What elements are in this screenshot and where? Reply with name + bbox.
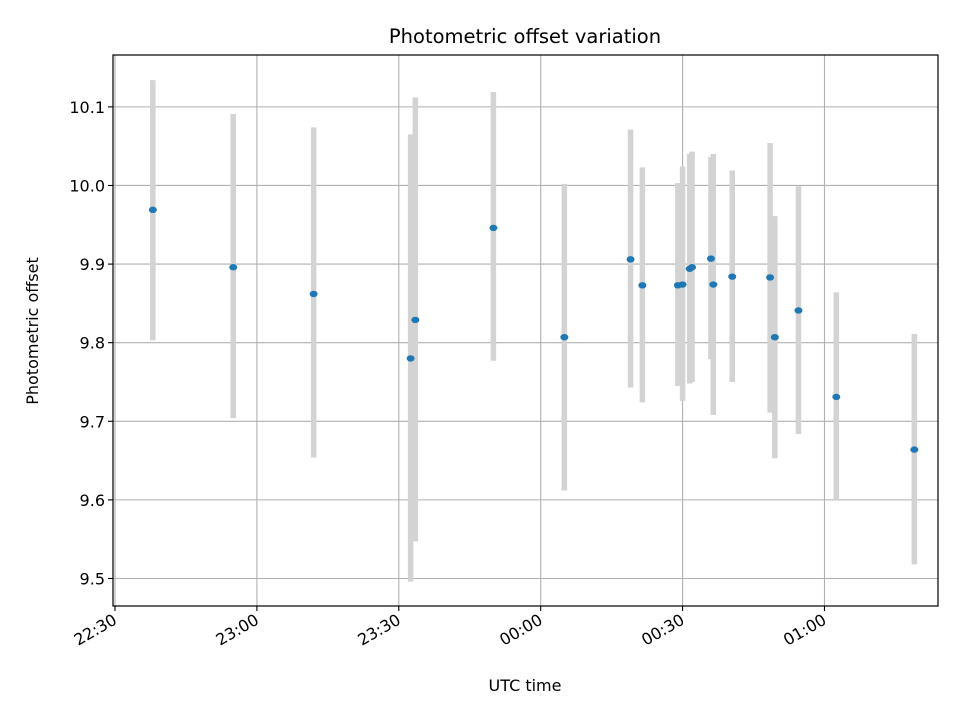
data-point: [678, 281, 687, 288]
data-point: [411, 316, 420, 324]
data-point: [709, 281, 718, 288]
y-tick-label: 9.6: [80, 491, 105, 510]
data-point: [626, 256, 635, 263]
y-tick-label: 9.8: [80, 334, 105, 353]
data-point: [638, 282, 647, 289]
data-point: [832, 393, 841, 401]
y-axis-title: Photometric offset: [23, 257, 42, 405]
data-point: [770, 333, 779, 341]
data-point: [728, 273, 737, 280]
data-point: [560, 333, 569, 341]
y-tick-label: 10.0: [69, 176, 105, 195]
data-point: [688, 264, 697, 271]
data-point: [910, 446, 919, 453]
data-point: [489, 224, 498, 232]
data-point: [794, 307, 803, 314]
data-point: [309, 290, 318, 298]
y-tick-label: 9.7: [80, 412, 105, 431]
data-point: [766, 274, 775, 281]
x-axis-title: UTC time: [489, 676, 562, 695]
y-tick-label: 9.5: [80, 569, 105, 588]
data-point: [148, 206, 157, 214]
data-point: [406, 355, 415, 362]
plot-frame: [112, 54, 939, 607]
chart-title: Photometric offset variation: [389, 25, 661, 48]
data-point: [229, 264, 238, 271]
point-layer: [148, 206, 919, 453]
y-tick-label: 9.9: [80, 255, 105, 274]
data-point: [706, 255, 715, 262]
y-tick-label: 10.1: [69, 98, 105, 117]
